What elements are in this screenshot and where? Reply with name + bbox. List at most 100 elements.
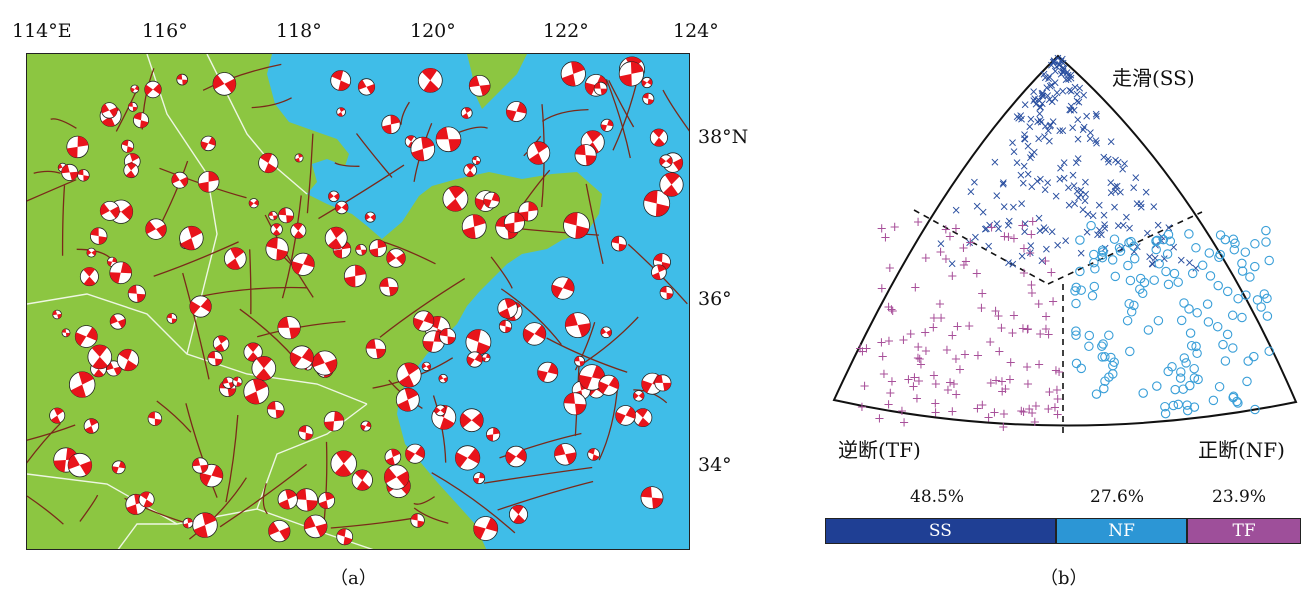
tf-point: + <box>973 349 984 364</box>
beachball-symbol <box>473 472 486 485</box>
ss-point: × <box>1034 132 1044 146</box>
tf-point: + <box>950 222 961 237</box>
ss-point: × <box>985 218 995 232</box>
beachball-symbol <box>212 335 230 352</box>
beachball-symbol <box>328 190 340 203</box>
ss-point: × <box>1136 200 1146 214</box>
tf-point: + <box>971 267 982 282</box>
beachball-symbol <box>294 488 318 512</box>
tf-point: + <box>886 302 897 317</box>
nf-point <box>1250 261 1260 272</box>
nf-point <box>1228 392 1238 403</box>
ss-point: × <box>1043 71 1053 85</box>
ss-point: × <box>1049 53 1059 67</box>
ss-point: × <box>1176 253 1186 267</box>
tf-point: + <box>884 334 895 349</box>
nf-point <box>1087 291 1098 301</box>
tf-point: + <box>883 398 894 413</box>
ss-point: × <box>1027 147 1037 161</box>
fault-line <box>262 483 268 515</box>
beachball-symbol <box>365 338 387 360</box>
tf-point: + <box>951 352 962 367</box>
nf-point <box>1187 268 1198 279</box>
ss-point: × <box>1035 106 1045 120</box>
tf-point: + <box>880 230 891 245</box>
tf-point: + <box>876 335 887 350</box>
nf-point <box>1214 381 1225 392</box>
ss-point: × <box>1076 183 1086 197</box>
ss-point: × <box>1096 228 1106 242</box>
ss-point: × <box>1075 81 1085 95</box>
ss-point: × <box>1149 200 1159 214</box>
nf-point <box>1097 352 1108 362</box>
tf-point: + <box>945 376 956 391</box>
tf-point: + <box>879 367 890 382</box>
beachball-symbol <box>611 235 627 252</box>
beachball-symbol <box>79 267 99 287</box>
ss-point: × <box>1016 168 1026 182</box>
beachball-symbol <box>243 342 263 362</box>
nf-point <box>1220 234 1231 245</box>
nf-point <box>1264 255 1274 266</box>
beachball-symbol <box>364 211 376 223</box>
nf-point <box>1100 352 1110 362</box>
beachball-symbol <box>505 445 527 468</box>
tf-point: + <box>1004 373 1015 388</box>
tf-point: + <box>1034 358 1045 373</box>
beachball-symbol <box>335 200 349 215</box>
ss-point: × <box>1039 221 1049 235</box>
ss-point: × <box>1118 218 1128 232</box>
ss-point: × <box>1009 144 1019 158</box>
tf-point: + <box>889 220 900 235</box>
beachball-symbol <box>471 155 481 165</box>
beachball-symbol <box>383 464 410 490</box>
beachball-symbol <box>147 411 163 426</box>
beachball-symbol <box>434 404 447 417</box>
tf-point: + <box>1035 327 1046 342</box>
beachball-symbol <box>379 277 399 297</box>
ss-point: × <box>990 155 1000 169</box>
beachball-symbol <box>417 67 443 93</box>
ss-point: × <box>965 236 975 250</box>
ss-point: × <box>1052 59 1062 73</box>
ss-point: × <box>1147 257 1157 271</box>
nf-point <box>1076 363 1087 374</box>
ss-point: × <box>1036 115 1046 129</box>
beachball-symbol <box>360 420 372 432</box>
ss-point: × <box>1058 61 1068 75</box>
ss-point: × <box>1066 84 1076 98</box>
fault-line <box>413 496 435 505</box>
fault-line <box>334 162 360 167</box>
beachball-symbol <box>640 486 664 510</box>
nf-point <box>1249 351 1259 362</box>
beachball-symbol <box>537 361 559 383</box>
tf-point: + <box>959 347 970 362</box>
tf-point: + <box>958 258 969 273</box>
nf-point <box>1262 311 1273 321</box>
ss-point: × <box>978 205 988 219</box>
beachball-symbol <box>123 162 139 179</box>
ss-point: × <box>1020 216 1030 230</box>
bar-segment-tf: TF <box>1187 518 1301 544</box>
nf-point <box>1071 298 1081 309</box>
ss-point: × <box>1159 252 1169 266</box>
nf-point <box>1189 363 1199 374</box>
tf-point: + <box>914 352 925 367</box>
fault-line <box>61 185 66 256</box>
fault-line <box>306 133 314 214</box>
lon-label-122: 122° <box>543 20 589 42</box>
fault-line <box>662 89 689 132</box>
tf-point: + <box>874 412 885 427</box>
beachball-symbol <box>192 457 209 474</box>
beachball-symbol <box>381 114 401 135</box>
tf-point: + <box>1052 383 1063 398</box>
ss-point: × <box>1157 229 1167 243</box>
fault-line <box>379 278 466 338</box>
ss-point: × <box>1100 221 1110 235</box>
beachball-symbol <box>351 469 373 491</box>
nf-point <box>1135 284 1145 294</box>
ss-point: × <box>1026 112 1036 126</box>
nf-point <box>1143 325 1154 335</box>
beachball-symbol <box>405 443 426 464</box>
beachball-symbol <box>87 344 113 370</box>
